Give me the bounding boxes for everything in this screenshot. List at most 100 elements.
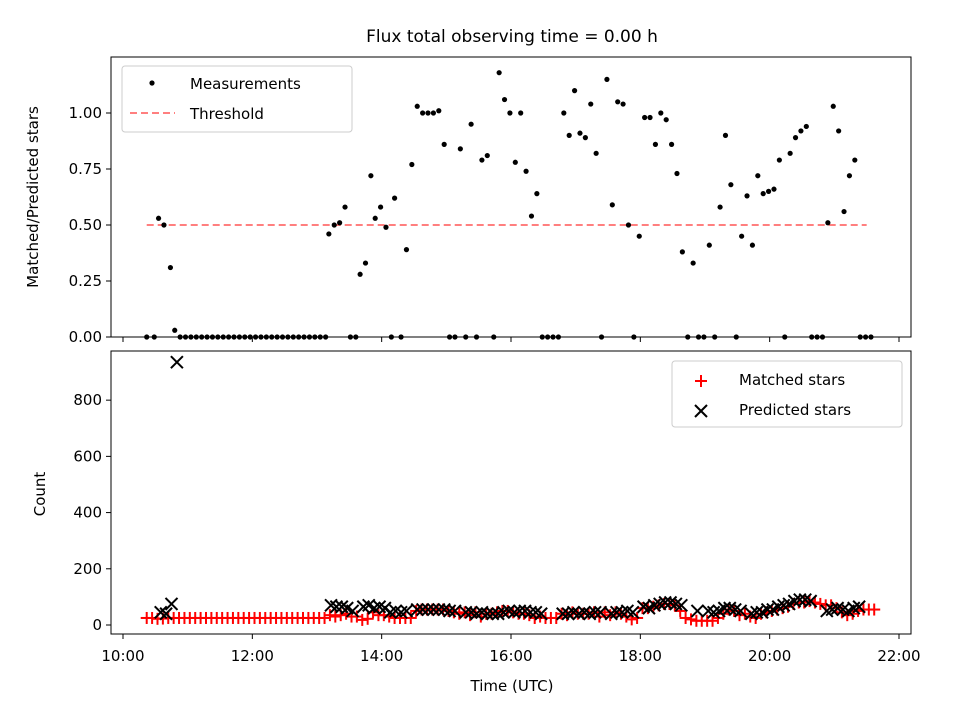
measurement-point [566, 132, 572, 138]
matched-star-point [329, 610, 342, 623]
predicted-star-point [523, 605, 538, 620]
measurement-point [852, 157, 858, 163]
bottom-y-ticks: 0 200 400 600 800 [73, 391, 111, 634]
matched-star-point [361, 612, 374, 625]
predicted-star-point [658, 595, 672, 610]
predicted-star-point [793, 592, 807, 607]
bottom-x-tick-label: 10:00 [101, 647, 144, 665]
top-y-tick-label: 0.75 [69, 160, 102, 178]
legend-predicted-label: Predicted stars [739, 401, 851, 419]
matched-star-point [684, 613, 697, 626]
predicted-star-point [760, 602, 775, 617]
measurement-point [342, 204, 348, 210]
measurement-point [674, 170, 680, 177]
measurement-point [337, 220, 343, 226]
measurement-point [496, 70, 502, 76]
measurement-point [604, 76, 610, 82]
bottom-x-ticks: 10:00 12:00 14:00 16:00 18:00 20:00 22:00 [101, 634, 921, 665]
predicted-star-point [626, 605, 640, 620]
bottom-y-tick-label: 600 [73, 447, 102, 465]
bottom-x-tick-label: 20:00 [748, 647, 791, 665]
measurement-point [420, 110, 426, 116]
measurement-point [588, 101, 594, 107]
predicted-star-point [750, 605, 764, 620]
measurement-point [625, 222, 632, 228]
top-y-tick-label: 0.00 [69, 328, 102, 346]
predicted-star-point [329, 600, 344, 614]
measurement-point [593, 150, 599, 156]
measurement-point [155, 215, 162, 221]
measurement-point [436, 108, 442, 114]
measurement-point [841, 208, 847, 215]
measurement-point [430, 110, 436, 116]
top-y-ticks: 0.00 0.25 0.50 0.75 1.00 [69, 104, 111, 346]
predicted-star-point [534, 607, 548, 621]
measurement-point [484, 152, 490, 159]
predicted-star-point [674, 598, 688, 613]
bottom-legend-box [671, 360, 903, 428]
x-axis-label: Time (UTC) [470, 677, 554, 695]
measurement-point [161, 222, 167, 228]
bottom-x-tick-label: 16:00 [489, 647, 532, 665]
measurement-point [636, 233, 642, 239]
measurement-point [803, 123, 809, 130]
measurement-point [642, 114, 648, 121]
measurement-point [403, 247, 410, 253]
predicted-star-point [480, 607, 494, 621]
measurement-point [512, 159, 518, 165]
measurement-point [571, 88, 578, 94]
measurement-point [609, 202, 615, 208]
matched-star-point [706, 614, 719, 627]
predicted-star-point [164, 597, 179, 611]
measurement-point [765, 188, 772, 194]
measurement-point [326, 231, 332, 237]
measurement-point [792, 135, 799, 141]
legend-measurements-label: Measurements [190, 75, 301, 93]
measurement-point [357, 271, 363, 277]
predicted-star-point [690, 604, 705, 618]
measurement-point [787, 150, 793, 156]
legend-measurements-marker [149, 80, 155, 86]
measurement-point [468, 121, 474, 127]
predicted-star-point [410, 602, 424, 617]
measurement-point [172, 327, 178, 333]
matched-star-point [323, 609, 336, 622]
measurement-point [372, 215, 378, 221]
top-y-tick-label: 0.50 [69, 216, 102, 234]
matched-star-point [738, 607, 751, 620]
measurement-point [836, 128, 842, 134]
bottom-y-tick-label: 0 [92, 616, 102, 634]
measurement-point [830, 103, 836, 109]
predicted-star-point [803, 594, 818, 608]
measurement-point [507, 110, 513, 116]
bottom-y-tick-label: 800 [73, 391, 102, 409]
top-y-axis-label: Matched/Predicted stars [24, 106, 42, 288]
top-legend: Measurements Threshold [121, 65, 353, 133]
bottom-x-tick-label: 18:00 [619, 647, 662, 665]
matched-star-point [356, 613, 369, 626]
measurement-point [392, 195, 398, 201]
measurement-point [846, 173, 853, 179]
measurement-point [383, 224, 389, 230]
measurement-point [582, 135, 588, 141]
legend-matched-label: Matched stars [739, 371, 845, 389]
measurement-point [825, 220, 831, 226]
legend-threshold-label: Threshold [189, 105, 264, 123]
measurement-point [362, 260, 369, 266]
measurement-point [776, 157, 782, 163]
predicted-star-point [459, 605, 473, 620]
measurement-point [652, 141, 659, 147]
predicted-star-point [512, 604, 527, 618]
measurement-point [755, 173, 761, 179]
matched-star-point [679, 611, 692, 624]
predicted-star-point [426, 602, 441, 617]
top-x-ticks [122, 337, 900, 342]
predicted-star-point [852, 600, 866, 614]
measurement-point [749, 242, 756, 248]
predicted-star-point [432, 602, 446, 617]
top-y-tick-label: 1.00 [69, 104, 102, 122]
chart-title: Flux total observing time = 0.00 h [366, 27, 658, 47]
measurement-point [414, 103, 420, 109]
predicted-stars-points [154, 355, 866, 621]
